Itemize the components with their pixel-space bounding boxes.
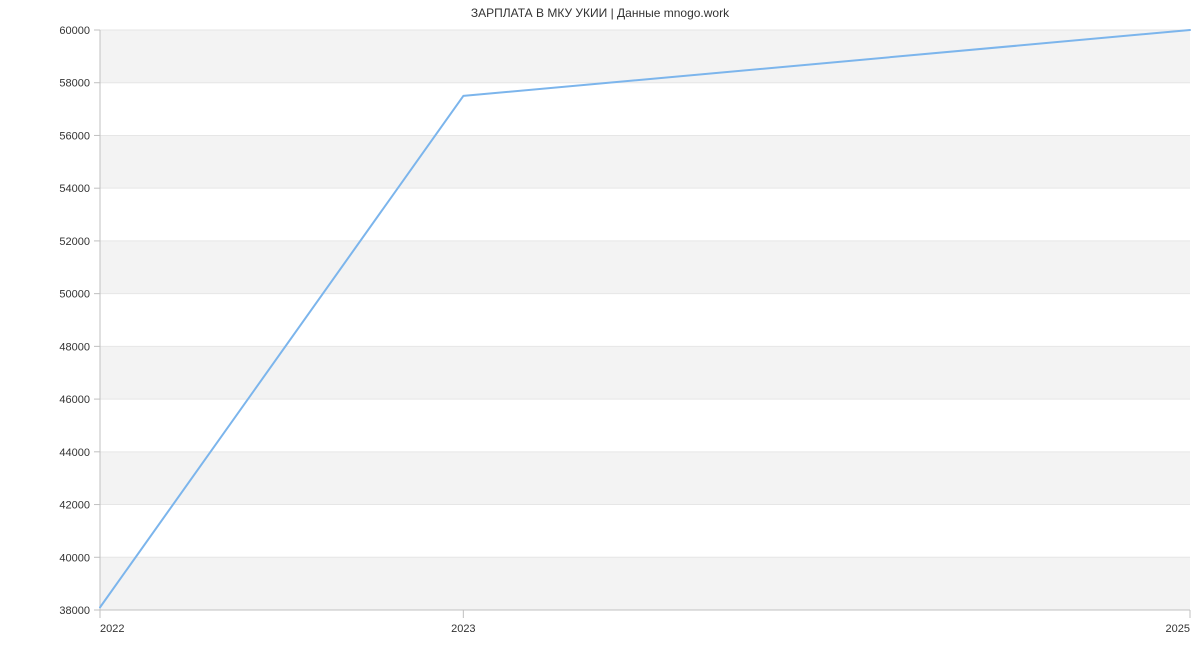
svg-text:2022: 2022 bbox=[100, 623, 124, 635]
svg-text:48000: 48000 bbox=[59, 341, 90, 353]
svg-text:58000: 58000 bbox=[59, 78, 90, 90]
svg-text:56000: 56000 bbox=[59, 130, 90, 142]
svg-text:2025: 2025 bbox=[1166, 623, 1190, 635]
svg-text:42000: 42000 bbox=[59, 500, 90, 512]
svg-text:50000: 50000 bbox=[59, 289, 90, 301]
svg-text:40000: 40000 bbox=[59, 552, 90, 564]
svg-text:46000: 46000 bbox=[59, 394, 90, 406]
svg-text:2023: 2023 bbox=[451, 623, 475, 635]
svg-text:60000: 60000 bbox=[59, 25, 90, 37]
line-chart: 38000 40000 42000 44000 46000 48000 50000 52000… bbox=[0, 0, 1200, 650]
chart-title: ЗАРПЛАТА В МКУ УКИИ | Данные mnogo.work bbox=[0, 6, 1200, 20]
chart-container: ЗАРПЛАТА В МКУ УКИИ | Данные mnogo.work … bbox=[0, 0, 1200, 650]
svg-text:52000: 52000 bbox=[59, 236, 90, 248]
svg-text:38000: 38000 bbox=[59, 605, 90, 617]
svg-text:54000: 54000 bbox=[59, 183, 90, 195]
svg-text:44000: 44000 bbox=[59, 447, 90, 459]
